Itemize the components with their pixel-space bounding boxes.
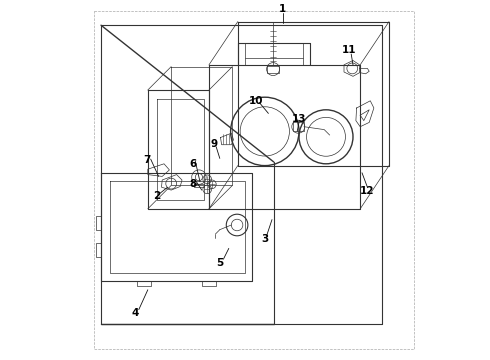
Text: 1: 1: [279, 4, 287, 14]
Text: 8: 8: [189, 179, 196, 189]
Text: 10: 10: [248, 96, 263, 106]
Text: 11: 11: [342, 45, 357, 55]
Text: 3: 3: [261, 234, 269, 244]
Text: 6: 6: [189, 159, 196, 169]
Text: 9: 9: [211, 139, 218, 149]
Text: 5: 5: [216, 258, 223, 268]
Text: 7: 7: [144, 155, 151, 165]
Text: 13: 13: [292, 114, 306, 124]
Text: 12: 12: [360, 186, 375, 196]
Text: 4: 4: [131, 308, 139, 318]
Text: 2: 2: [153, 191, 160, 201]
